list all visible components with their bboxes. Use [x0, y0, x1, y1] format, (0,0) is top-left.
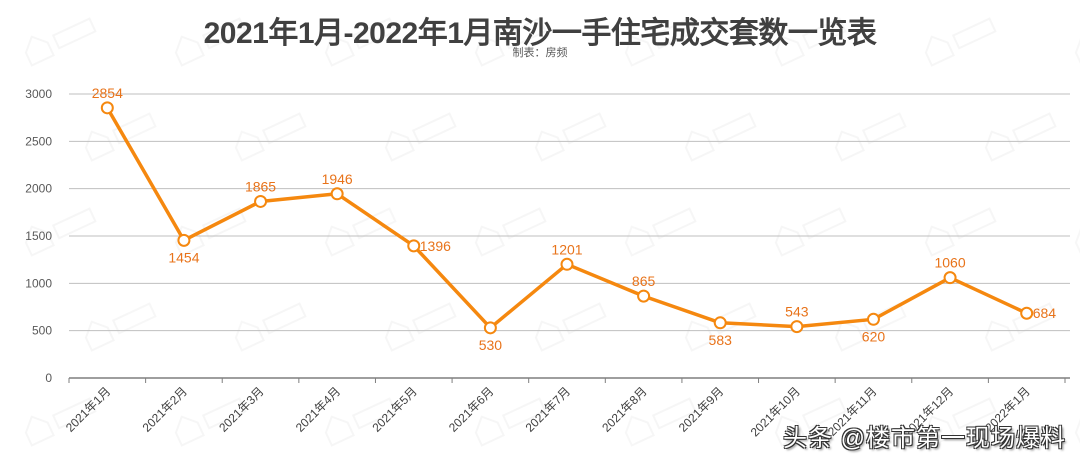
watermark-icon	[774, 207, 847, 257]
watermark-icon	[174, 397, 247, 447]
watermark-icon	[384, 302, 457, 352]
footer-watermark: 头条 @楼市第一现场爆料	[782, 425, 1066, 452]
data-label: 1865	[245, 178, 276, 194]
watermark-icon	[24, 397, 97, 447]
x-tick-label: 2021年2月	[140, 384, 190, 434]
watermark-icon	[534, 112, 607, 162]
data-label: 2854	[92, 85, 123, 101]
y-tick-label: 3000	[25, 87, 52, 101]
x-tick-label: 2021年8月	[599, 384, 649, 434]
y-tick-label: 2000	[25, 182, 52, 196]
data-point-marker	[177, 233, 191, 247]
x-tick-label: 2021年4月	[293, 384, 343, 434]
data-label: 1396	[420, 238, 451, 254]
y-tick-label: 1000	[25, 276, 52, 290]
data-point-marker	[713, 316, 727, 330]
watermark-icon	[174, 207, 247, 257]
y-tick-label: 0	[45, 371, 52, 385]
data-label: 583	[709, 332, 733, 348]
x-tick-label: 2021年6月	[446, 384, 496, 434]
watermark-icon	[1074, 225, 1080, 257]
data-point-marker	[330, 187, 344, 201]
watermark-icon	[24, 207, 97, 257]
watermark-icon	[474, 397, 547, 447]
data-point-marker	[790, 320, 804, 334]
watermark-icon	[534, 302, 607, 352]
watermark-icon	[834, 302, 907, 352]
data-label: 1454	[168, 249, 199, 265]
data-label: 543	[785, 304, 809, 320]
watermark-icon	[924, 207, 997, 257]
watermark-icon	[834, 112, 907, 162]
x-tick-label: 2021年7月	[523, 384, 573, 434]
y-axis-ticks: 0 500 1000 1500 2000 2500 3000	[25, 87, 52, 385]
watermark-icon	[474, 207, 547, 257]
watermark-icon	[84, 302, 157, 352]
x-tick-label: 2021年1月	[63, 384, 113, 434]
watermark-icon	[324, 397, 397, 447]
y-tick-label: 500	[32, 324, 52, 338]
watermark-icon	[774, 397, 847, 447]
x-tick-label: 2021年3月	[216, 384, 266, 434]
data-label: 684	[1033, 305, 1057, 321]
watermark-icon	[384, 112, 457, 162]
watermark-icon	[684, 112, 757, 162]
watermark-icon	[234, 302, 307, 352]
watermark-icon	[774, 17, 847, 67]
watermark-icon	[174, 17, 247, 67]
watermark-icon	[84, 112, 157, 162]
watermark-icon	[624, 397, 697, 447]
data-point-marker	[407, 239, 421, 253]
data-point-marker	[100, 101, 114, 115]
data-point-marker	[560, 257, 574, 271]
x-tick-label: 2021年9月	[676, 384, 726, 434]
chart-title: 2021年1月-2022年1月南沙一手住宅成交套数一览表	[203, 17, 877, 50]
data-point-marker	[254, 194, 268, 208]
y-gridlines	[69, 93, 1070, 332]
watermark-icon	[624, 17, 697, 67]
chart-subtitle: 制表：房频	[512, 47, 568, 59]
data-point-marker	[866, 312, 880, 326]
watermark-icon	[924, 397, 997, 447]
x-axis	[68, 377, 1070, 383]
y-tick-label: 1500	[25, 229, 52, 243]
watermark-icon	[24, 17, 97, 67]
watermark-pattern	[24, 17, 1080, 447]
data-labels: 2854 1454 1865 1946 1396 530 1201 865 583 543 620 1…	[92, 85, 1057, 353]
data-point-marker	[637, 289, 651, 303]
data-point-marker	[1020, 306, 1034, 320]
watermark-icon	[1074, 35, 1080, 67]
watermark-icon	[984, 112, 1057, 162]
data-label: 530	[479, 337, 503, 353]
watermark-icon	[1074, 415, 1080, 447]
data-label: 865	[632, 273, 656, 289]
x-tick-label: 2021年5月	[369, 384, 419, 434]
data-points	[100, 101, 1034, 335]
data-label: 1201	[551, 241, 582, 257]
watermark-icon	[924, 17, 997, 67]
watermark-icon	[474, 17, 547, 67]
watermark-icon	[324, 17, 397, 67]
data-label: 1060	[934, 255, 965, 271]
data-point-marker	[483, 321, 497, 335]
y-tick-label: 2500	[25, 134, 52, 148]
watermark-icon	[624, 207, 697, 257]
data-label: 620	[862, 328, 886, 344]
data-point-marker	[943, 271, 957, 285]
data-label: 1946	[322, 171, 353, 187]
watermark-icon	[234, 112, 307, 162]
